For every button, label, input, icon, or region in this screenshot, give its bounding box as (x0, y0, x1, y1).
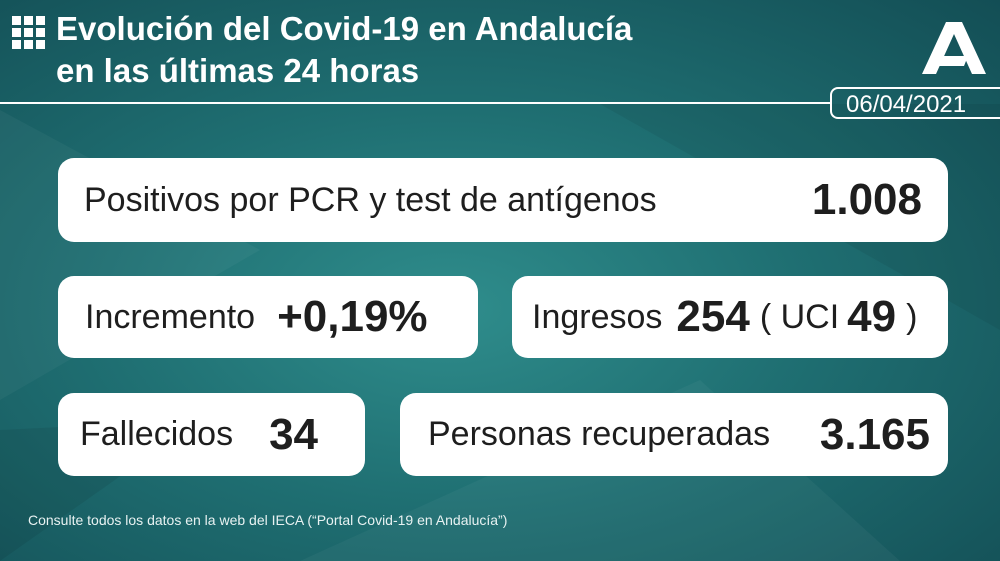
card-fallecidos: Fallecidos 34 (58, 393, 365, 476)
card-ingresos: Ingresos 254 ( UCI 49 ) (512, 276, 948, 358)
value: 34 (269, 409, 319, 459)
card-incremento: Incremento +0,19% (58, 276, 478, 358)
value: 3.165 (819, 409, 930, 459)
value: 1.008 (811, 175, 922, 224)
footer-note: Consulte todos los datos en la web del I… (28, 512, 508, 528)
uci-label: ( UCI (759, 297, 840, 336)
card-positivos: Positivos por PCR y test de antígenos 1.… (58, 158, 948, 242)
label: Fallecidos (80, 415, 234, 453)
date: 06/04/2021 (830, 87, 1000, 119)
value: +0,19% (277, 292, 428, 341)
value: 254 (676, 292, 750, 341)
header-rule (0, 102, 832, 104)
label: Personas recuperadas (428, 415, 771, 453)
label: Positivos por PCR y test de antígenos (84, 180, 657, 219)
grid-icon (12, 16, 45, 49)
uci-value: 49 (847, 292, 897, 341)
label: Ingresos (532, 297, 663, 336)
title-line-2: en las últimas 24 horas (56, 52, 420, 89)
logo (922, 22, 986, 74)
title-line-1: Evolución del Covid-19 en Andalucía (56, 10, 633, 47)
paren: ) (906, 297, 918, 336)
card-recuperadas: Personas recuperadas 3.165 (400, 393, 948, 476)
label: Incremento (85, 297, 256, 336)
